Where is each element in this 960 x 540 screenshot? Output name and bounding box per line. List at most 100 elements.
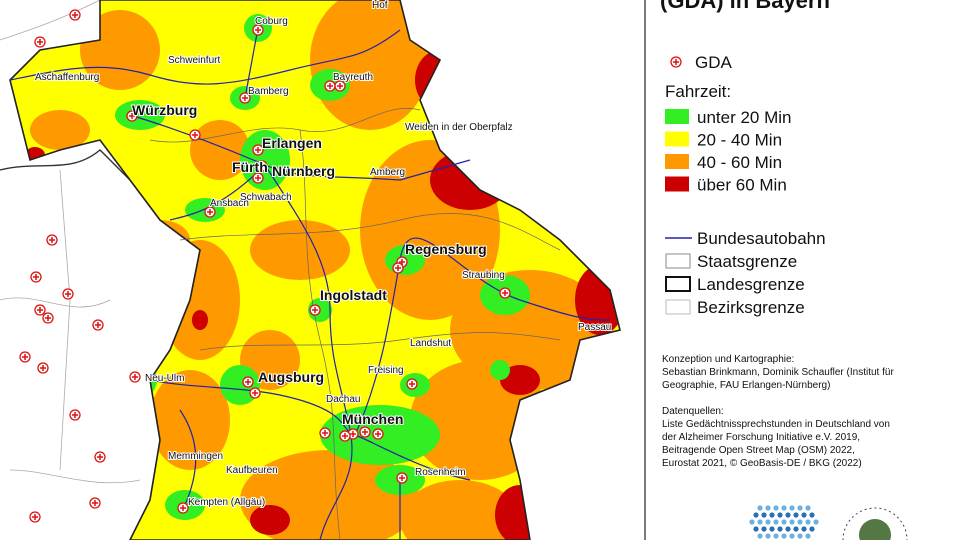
gda-marker xyxy=(34,304,46,316)
gda-markers xyxy=(19,9,511,523)
city-label: Kempten (Allgäu) xyxy=(188,497,265,508)
gda-cross xyxy=(45,315,51,321)
logo-dot xyxy=(765,519,771,525)
city-label: Schwabach xyxy=(240,192,292,203)
gda-cross xyxy=(32,514,38,520)
gda-cross xyxy=(673,59,679,65)
logo-dot xyxy=(805,519,811,525)
gda-cross xyxy=(312,307,318,313)
legend-label: über 60 Min xyxy=(697,176,787,195)
logo-dot xyxy=(765,505,771,511)
gda-cross xyxy=(22,354,28,360)
gda-marker xyxy=(252,144,264,156)
legend-label: 40 - 60 Min xyxy=(697,153,782,172)
gda-marker xyxy=(189,129,201,141)
city-label: Coburg xyxy=(255,16,288,27)
logo-dot xyxy=(753,526,759,532)
gda-cross xyxy=(337,83,343,89)
source-line: Eurostat 2021, © GeoBasis-DE / BKG (2022… xyxy=(662,458,862,469)
city-label: Amberg xyxy=(370,167,405,178)
gda-cross xyxy=(92,500,98,506)
gda-marker xyxy=(46,234,58,246)
gda-cross xyxy=(255,175,261,181)
city-label: Straubing xyxy=(462,270,505,281)
gda-marker xyxy=(252,24,264,36)
gda-marker xyxy=(62,288,74,300)
gda-marker xyxy=(339,430,351,442)
logo-dot xyxy=(797,505,803,511)
gda-cross xyxy=(395,265,401,271)
logo-dot xyxy=(781,533,787,539)
gda-marker xyxy=(177,502,189,514)
logo-dot xyxy=(781,505,787,511)
city-label: Erlangen xyxy=(262,135,322,151)
legend-swatch xyxy=(665,154,689,169)
gda-marker xyxy=(670,56,682,68)
logo-dot xyxy=(757,505,763,511)
legend-border xyxy=(665,276,691,292)
gda-cross xyxy=(252,390,258,396)
logo-dot xyxy=(793,512,799,518)
logo-dot xyxy=(809,512,815,518)
logo-dot xyxy=(761,526,767,532)
logo-dot xyxy=(801,526,807,532)
gda-cross xyxy=(37,307,43,313)
logo-dot xyxy=(809,526,815,532)
gda-marker xyxy=(34,36,46,48)
legend-label: 20 - 40 Min xyxy=(697,131,782,150)
legend-heading: Fahrzeit: xyxy=(665,82,731,101)
city-label: Memmingen xyxy=(168,451,223,462)
gda-cross xyxy=(245,379,251,385)
gda-marker xyxy=(359,426,371,438)
logo-dot xyxy=(789,505,795,511)
gda-cross xyxy=(502,290,508,296)
legend-label: unter 20 Min xyxy=(697,108,792,127)
legend-border xyxy=(665,299,691,315)
credits: Konzeption und Kartographie: Sebastian B… xyxy=(662,354,894,469)
city-label: Landshut xyxy=(410,338,451,349)
gda-marker xyxy=(252,172,264,184)
logo-dot xyxy=(805,533,811,539)
gda-cross xyxy=(409,381,415,387)
gda-cross xyxy=(65,291,71,297)
gda-marker xyxy=(396,472,408,484)
gda-marker xyxy=(29,511,41,523)
gda-marker xyxy=(249,387,261,399)
legend-label: Bundesautobahn xyxy=(697,229,826,248)
gda-cross xyxy=(180,505,186,511)
city-label: Fürth xyxy=(232,159,268,175)
logo-dot xyxy=(777,512,783,518)
gda-cross xyxy=(72,12,78,18)
logo-dot xyxy=(805,505,811,511)
gda-cross xyxy=(72,412,78,418)
credit-heading: Konzeption und Kartographie: xyxy=(662,354,794,365)
logo-dot xyxy=(769,512,775,518)
gda-marker xyxy=(309,304,321,316)
gda-cross xyxy=(255,27,261,33)
city-label: Nürnberg xyxy=(272,163,335,179)
logo-dot xyxy=(797,533,803,539)
gda-marker xyxy=(334,80,346,92)
source-line: Liste Gedächtnissprechstunden in Deutsch… xyxy=(662,419,890,430)
gda-marker xyxy=(392,262,404,274)
city-label: Neu-Ulm xyxy=(145,373,184,384)
gda-marker xyxy=(92,319,104,331)
gda-marker xyxy=(372,428,384,440)
logo-dot xyxy=(801,512,807,518)
autobahn xyxy=(9,27,611,540)
logo-dot xyxy=(761,512,767,518)
logo-dot xyxy=(793,526,799,532)
credit-line: Sebastian Brinkmann, Dominik Schaufler (… xyxy=(662,367,894,378)
city-label: Augsburg xyxy=(258,369,324,385)
gda-cross xyxy=(350,431,356,437)
gda-marker xyxy=(94,451,106,463)
gda-marker xyxy=(42,312,54,324)
logo-dot xyxy=(757,519,763,525)
logo xyxy=(842,507,908,540)
gda-cross xyxy=(132,374,138,380)
title: (GDA) in Bayern xyxy=(660,0,830,13)
logo-dot xyxy=(765,533,771,539)
city-label: Bayreuth xyxy=(333,72,373,83)
city-label: Kaufbeuren xyxy=(226,465,278,476)
city-label: Ingolstadt xyxy=(320,287,387,303)
